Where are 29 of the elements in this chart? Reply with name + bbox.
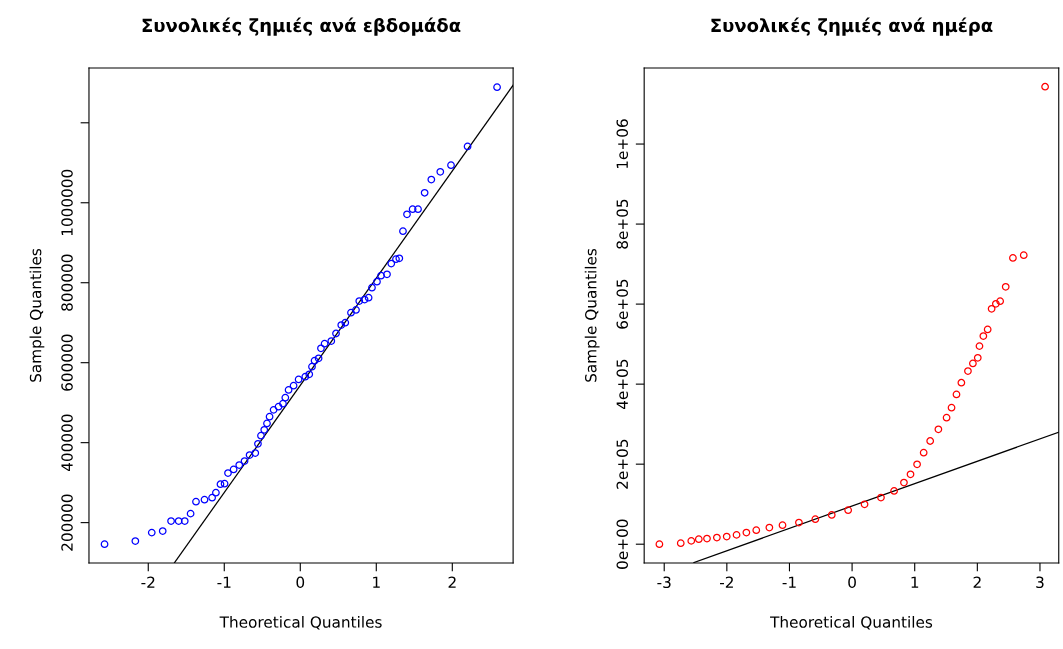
x-tick-label: -2 xyxy=(141,576,155,588)
y-axis-title: Sample Quantiles xyxy=(584,248,600,382)
x-axis-title: Theoretical Quantiles xyxy=(770,615,933,630)
x-tick-label: -3 xyxy=(657,576,671,589)
y-tick-label: 1e+06 xyxy=(616,119,629,169)
x-tick-label: 0 xyxy=(848,576,856,589)
x-tick-label: -1 xyxy=(217,576,231,588)
y-tick-label: 4e+05 xyxy=(616,359,629,410)
y-tick-label: 2e+05 xyxy=(616,439,629,489)
x-tick-label: -1 xyxy=(782,576,796,588)
chart-title: Συνολικές ζημιές ανά ημέρα xyxy=(711,17,993,36)
x-tick-label: 2 xyxy=(448,576,456,588)
y-tick-label: 800000 xyxy=(61,254,73,311)
x-axis-title: Theoretical Quantiles xyxy=(219,615,382,630)
x-tick-label: 1 xyxy=(373,576,380,588)
y-tick-label: 0e+00 xyxy=(616,519,629,569)
y-axis-title: Sample Quantiles xyxy=(29,248,45,382)
x-tick-label: -2 xyxy=(719,576,733,588)
y-tick-label: 600000 xyxy=(61,334,73,391)
y-tick-label: 1000000 xyxy=(61,169,73,236)
x-tick-label: 1 xyxy=(911,576,919,588)
chart-title: Συνολικές ζημιές ανά εβδομάδα xyxy=(142,17,461,36)
y-tick-label: 6e+05 xyxy=(616,279,629,329)
y-tick-label: 8e+05 xyxy=(616,199,629,249)
y-tick-label: 200000 xyxy=(61,494,73,551)
x-tick-label: 0 xyxy=(296,576,305,589)
x-tick-label: 3 xyxy=(1036,576,1044,589)
y-tick-label: 400000 xyxy=(61,414,73,472)
x-tick-label: 2 xyxy=(973,576,981,588)
